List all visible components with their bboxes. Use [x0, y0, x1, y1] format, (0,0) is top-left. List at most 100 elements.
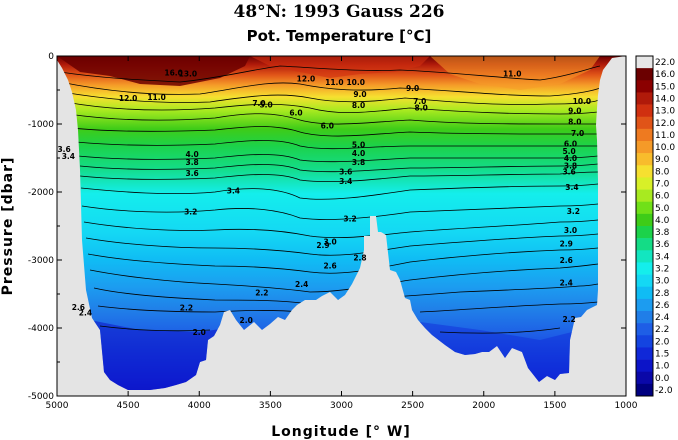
colorbar-label: 3.8	[655, 228, 670, 238]
contour-label: 2.4	[79, 308, 92, 317]
contour-line	[61, 91, 599, 105]
colorbar-label: 3.4	[655, 252, 670, 262]
contour-label: 2.6	[323, 261, 336, 270]
colorbar-swatch	[636, 238, 653, 251]
x-tick-label: 2000	[472, 401, 495, 411]
colorbar-label: 7.0	[655, 180, 670, 190]
contour-label: 2.6	[72, 303, 85, 312]
colorbar-swatch	[636, 141, 653, 154]
colorbar-label: 2.8	[655, 289, 670, 299]
contour-label: 5.0	[259, 100, 272, 109]
contour-line	[79, 163, 599, 173]
colorbar-swatch	[636, 80, 653, 93]
x-axis: 5000 4500 4000 3500 3000 2500 2000 1500 1000	[46, 56, 638, 411]
colorbar-label: 1.5	[655, 350, 669, 360]
colorbar-swatch	[636, 213, 653, 227]
contour-label: 3.6	[562, 168, 575, 177]
contour-label: 2.9	[316, 241, 329, 250]
colorbar-label: 15.0	[655, 82, 675, 92]
colorbar-swatch	[636, 323, 653, 336]
contour-label: 3.2	[343, 215, 356, 224]
contour-label: 5.0	[352, 140, 365, 149]
contour-label: 11.0	[325, 78, 344, 87]
chart-subtitle: Pot. Temperature [°C]	[247, 27, 432, 45]
colorbar-label: 5.0	[655, 204, 670, 214]
x-tick-label: 4500	[117, 401, 140, 411]
colorbar-swatch	[636, 335, 653, 348]
contour-label: 10.0	[346, 78, 365, 87]
colorbar-swatch	[636, 165, 653, 178]
contour-label: 10.0	[573, 97, 592, 106]
colorbar-label: 16.0	[655, 70, 675, 80]
contour-label: 3.6	[57, 145, 70, 154]
colorbar-swatch	[636, 298, 653, 312]
y-tick-label: 0	[48, 52, 54, 62]
colorbar-label: 2.6	[655, 301, 670, 311]
colorbar-swatch	[636, 262, 653, 275]
contour-label: 6.0	[564, 140, 577, 149]
colorbar: 22.0 16.0 15.0 14.0 13.0 12.0 11.0 10.0 9.0 8.0 7.…	[635, 55, 675, 397]
contour-label: 7.0	[571, 129, 584, 138]
contour-line	[79, 171, 599, 183]
contour-line	[81, 203, 599, 221]
y-axis-label: Pressure [dbar]	[0, 157, 16, 296]
contour-label: 4.0	[185, 150, 198, 159]
colorbar-label: 3.0	[655, 277, 670, 287]
contour-label: 11.0	[147, 93, 166, 102]
colorbar-label: 6.0	[655, 192, 670, 202]
y-tick-label: -5000	[28, 392, 54, 402]
colorbar-label: -2.0	[655, 386, 673, 396]
contour-line	[75, 140, 598, 150]
colorbar-swatch	[636, 359, 653, 373]
contour-label: 2.4	[295, 280, 308, 289]
contour-label: 12.0	[119, 94, 138, 103]
contour-line	[77, 154, 599, 163]
contour-line	[59, 65, 601, 83]
colorbar-swatch	[636, 311, 653, 324]
x-tick-label: 5000	[46, 401, 69, 411]
x-tick-label: 3000	[330, 401, 353, 411]
contour-label: 8.0	[415, 104, 428, 113]
contour-label: 9.0	[568, 106, 581, 115]
y-tick-label: -2000	[28, 188, 54, 198]
colorbar-swatch	[636, 286, 653, 300]
colorbar-swatch	[636, 189, 653, 203]
colorbar-swatch	[636, 177, 653, 190]
contour-label: 13.0	[179, 70, 198, 79]
y-tick-label: -3000	[28, 256, 54, 266]
contour-label: 6.0	[289, 108, 302, 117]
contour-label: 3.4	[227, 187, 240, 196]
chart-title: 48°N: 1993 Gauss 226	[234, 2, 445, 22]
colorbar-label: 12.0	[655, 119, 675, 129]
colorbar-swatch	[636, 383, 653, 397]
contour-label: 7.0	[252, 99, 265, 108]
contour-label: 12.0	[297, 74, 316, 83]
colorbar-swatch	[636, 56, 653, 69]
contour-label: 3.0	[564, 226, 577, 235]
colorbar-label: 10.0	[655, 143, 675, 153]
ocean-section	[57, 56, 626, 390]
contour-label: 4.0	[352, 149, 365, 158]
colorbar-swatch	[636, 153, 653, 166]
contour-label: 3.6	[339, 168, 352, 177]
colorbar-swatch	[636, 128, 653, 142]
contour-label: 4.0	[564, 154, 577, 163]
x-axis-label: Longitude [° W]	[271, 424, 411, 440]
contour-label: 9.0	[406, 84, 419, 93]
contour-line	[80, 183, 599, 200]
contour-label: 2.2	[255, 289, 268, 298]
contour-label: 3.2	[567, 207, 580, 216]
contour-label: 2.8	[353, 253, 366, 262]
colorbar-label: 3.6	[655, 240, 670, 250]
colorbar-swatch	[636, 92, 653, 105]
y-axis: 0 -1000 -2000 -3000 -4000 -5000	[28, 52, 626, 402]
contour-line	[87, 247, 599, 274]
contour-label: 3.8	[352, 158, 365, 167]
warm-core-mid	[250, 56, 430, 78]
colorbar-label: 0.0	[655, 374, 670, 384]
colorbar-swatch	[636, 201, 653, 215]
contour-label: 3.4	[62, 152, 75, 161]
colorbar-label: 13.0	[655, 107, 675, 117]
colorbar-swatch	[636, 116, 653, 130]
contour-label: 2.6	[560, 256, 573, 265]
